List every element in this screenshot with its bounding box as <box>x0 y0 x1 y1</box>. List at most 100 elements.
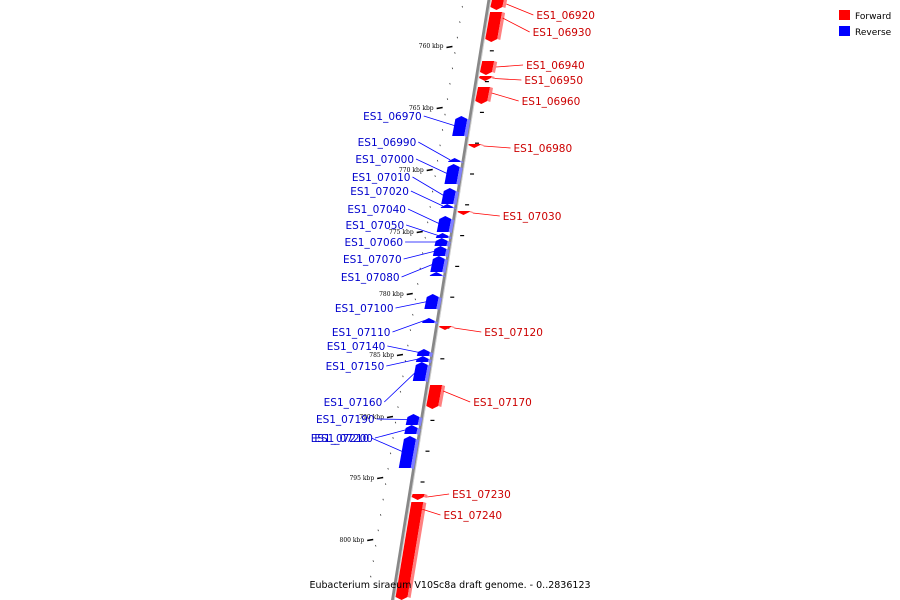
forward-gene[interactable] <box>411 494 428 500</box>
tick-label: 800 kbp <box>340 537 365 544</box>
forward-gene[interactable] <box>395 502 427 600</box>
reverse-gene[interactable] <box>398 436 419 469</box>
label-leader <box>386 358 419 367</box>
reverse-gene-label[interactable]: ES1_07110 <box>332 327 391 339</box>
tick-mark <box>406 292 413 296</box>
reverse-gene[interactable] <box>422 318 438 324</box>
minor-tick-left <box>412 313 414 316</box>
reverse-gene-label[interactable]: ES1_07000 <box>355 154 414 166</box>
minor-tick-left <box>394 421 397 424</box>
forward-gene-label[interactable]: ES1_06950 <box>524 75 583 87</box>
gene-body <box>478 76 492 81</box>
forward-gene[interactable] <box>468 144 484 148</box>
reverse-gene-label[interactable]: ES1_07190 <box>316 414 375 426</box>
forward-gene[interactable] <box>479 61 498 75</box>
forward-gene-label[interactable]: ES1_07240 <box>443 510 502 522</box>
minor-tick-left <box>387 467 389 470</box>
reverse-gene-label[interactable]: ES1_07200 <box>314 433 373 445</box>
gene-shade <box>502 0 508 8</box>
label-leader <box>502 17 530 33</box>
reverse-gene[interactable] <box>452 116 471 137</box>
gene-body <box>475 87 491 104</box>
forward-gene[interactable] <box>490 0 508 10</box>
minor-tick-left <box>429 206 431 208</box>
reverse-gene-label[interactable]: ES1_07100 <box>335 303 394 315</box>
reverse-gene[interactable] <box>444 164 463 185</box>
forward-gene-label[interactable]: ES1_07120 <box>484 327 543 339</box>
reverse-gene-label[interactable]: ES1_07140 <box>327 341 386 353</box>
forward-gene[interactable] <box>478 76 495 81</box>
reverse-gene[interactable] <box>416 349 433 357</box>
backbone-highlight <box>393 0 492 600</box>
reverse-gene[interactable] <box>440 204 457 209</box>
minor-tick-left <box>424 236 426 239</box>
reverse-gene[interactable] <box>447 158 464 163</box>
forward-gene[interactable] <box>475 87 494 104</box>
reverse-gene[interactable] <box>415 356 432 363</box>
minor-tick-left <box>372 560 374 563</box>
reverse-gene[interactable] <box>436 216 455 233</box>
label-leader <box>494 78 522 81</box>
tick-mark <box>386 415 394 419</box>
reverse-gene[interactable] <box>430 256 448 273</box>
gene-shade <box>442 259 448 273</box>
tick-label: 775 kbp <box>389 229 414 236</box>
tick-mark <box>426 168 433 172</box>
reverse-gene-label[interactable]: ES1_07150 <box>326 361 385 373</box>
reverse-gene-label[interactable]: ES1_07050 <box>346 220 405 232</box>
minor-tick-left <box>441 129 444 131</box>
reverse-gene[interactable] <box>405 414 423 426</box>
reverse-gene[interactable] <box>432 246 450 257</box>
reverse-gene-label[interactable]: ES1_07020 <box>350 186 409 198</box>
forward-gene-label[interactable]: ES1_06930 <box>533 27 592 39</box>
forward-gene[interactable] <box>485 12 506 42</box>
gene-body <box>444 164 460 184</box>
gene-shade <box>424 365 431 382</box>
gene-body <box>490 0 504 10</box>
gene-shade <box>497 12 506 40</box>
tick-mark <box>367 538 374 542</box>
reverse-gene-label[interactable]: ES1_07210 <box>311 433 370 445</box>
forward-gene-label[interactable]: ES1_06940 <box>526 60 585 72</box>
reverse-gene[interactable] <box>404 425 421 435</box>
forward-gene[interactable] <box>438 326 455 330</box>
forward-gene[interactable] <box>457 211 474 215</box>
reverse-gene-label[interactable]: ES1_06970 <box>363 111 422 123</box>
minor-tick-left <box>454 52 456 54</box>
reverse-gene[interactable] <box>434 238 451 247</box>
label-leader <box>418 141 451 161</box>
minor-tick-left <box>375 544 377 547</box>
label-leader <box>491 92 519 102</box>
reverse-gene-label[interactable]: ES1_07070 <box>343 254 402 266</box>
gene-shade <box>441 275 446 277</box>
reverse-gene[interactable] <box>429 272 446 277</box>
reverse-gene-label[interactable]: ES1_07060 <box>344 237 403 249</box>
minor-tick-left <box>399 390 402 393</box>
forward-gene[interactable] <box>426 385 446 409</box>
forward-gene-label[interactable]: ES1_06980 <box>514 143 573 155</box>
reverse-gene-label[interactable]: ES1_07160 <box>324 397 383 409</box>
minor-tick-left <box>392 437 394 439</box>
reverse-gene[interactable] <box>435 233 452 239</box>
gene-shade <box>456 167 463 185</box>
reverse-gene-label[interactable]: ES1_07080 <box>341 272 400 284</box>
minor-tick-left <box>389 452 392 455</box>
forward-gene-label[interactable]: ES1_07230 <box>452 489 511 501</box>
reverse-gene-label[interactable]: ES1_07010 <box>352 172 411 184</box>
gene-body <box>438 326 452 330</box>
label-leader <box>415 158 449 175</box>
reverse-gene-label[interactable]: ES1_07040 <box>347 204 406 216</box>
minor-tick-left <box>409 329 412 332</box>
reverse-gene[interactable] <box>424 294 442 310</box>
reverse-gene[interactable] <box>412 362 431 382</box>
forward-gene-label[interactable]: ES1_07170 <box>473 397 532 409</box>
reverse-gene-label[interactable]: ES1_06990 <box>358 137 417 149</box>
forward-gene-label[interactable]: ES1_07030 <box>503 211 562 223</box>
forward-gene-label[interactable]: ES1_06920 <box>536 10 595 22</box>
forward-gene-label[interactable]: ES1_06960 <box>522 96 581 108</box>
gene-shade <box>450 326 455 328</box>
reverse-gene[interactable] <box>441 188 459 205</box>
gene-body <box>405 414 420 425</box>
gene-body <box>452 116 468 136</box>
